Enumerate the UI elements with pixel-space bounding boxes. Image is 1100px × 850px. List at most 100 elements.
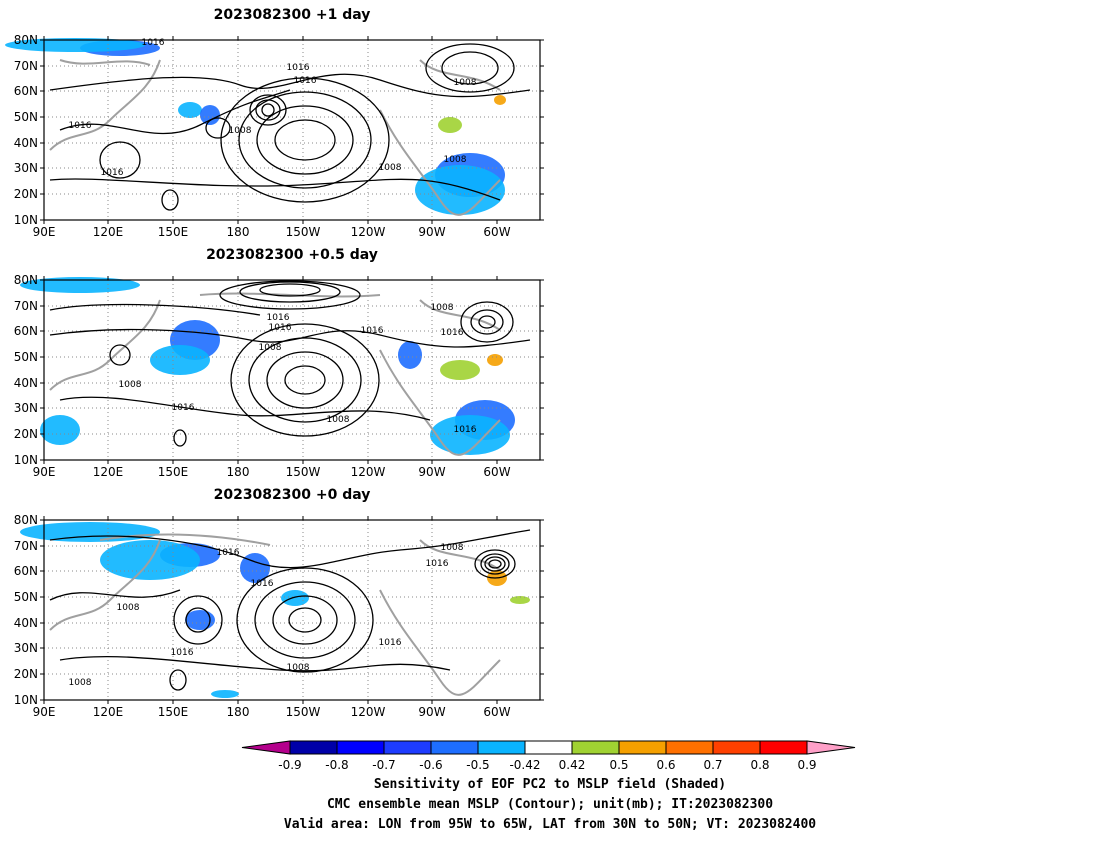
lon-tick-label: 120W	[351, 465, 386, 479]
contour-label: 1008	[229, 126, 252, 136]
lon-tick-label: 120E	[93, 465, 124, 479]
lon-tick-label: 60W	[483, 705, 510, 719]
panel-3-title: 2023082300 +0 day	[213, 487, 371, 503]
mslp-contour	[49, 589, 181, 601]
lat-tick-label: 70N	[14, 539, 38, 553]
lon-tick-label: 150W	[286, 465, 321, 479]
lat-tick-label: 10N	[14, 693, 38, 707]
contour-label: 1008	[69, 678, 92, 688]
mslp-contour	[266, 351, 344, 409]
sensitivity-shading	[494, 95, 506, 105]
colorbar-label: 0.42	[559, 758, 586, 772]
mslp-contour	[49, 73, 531, 98]
mslp-contour	[249, 94, 287, 126]
mslp-contour	[236, 567, 374, 673]
lon-tick-label: 150W	[286, 705, 321, 719]
contour-label: 1016	[294, 76, 317, 86]
colorbar-label: 0.5	[609, 758, 628, 772]
panel-2-title: 2023082300 +0.5 day	[206, 247, 378, 263]
contour-label: 1016	[69, 121, 92, 131]
lon-tick-label: 150E	[158, 225, 189, 239]
mslp-contour	[173, 429, 187, 447]
contour-label: 1008	[119, 380, 142, 390]
sensitivity-shading	[150, 345, 210, 375]
map-panel-1: 1016 1016 1016 1008 1016 1008 1008 1008 1016 80N 7…	[5, 33, 544, 239]
coastline	[379, 349, 501, 456]
mslp-contour	[59, 396, 431, 421]
lon-tick-label: 150E	[158, 705, 189, 719]
lon-tick-label: 90W	[418, 225, 445, 239]
mslp-contour	[109, 344, 131, 366]
lon-tick-label: 60W	[483, 225, 510, 239]
mslp-contour	[99, 141, 141, 179]
lat-tick-label: 80N	[14, 273, 38, 287]
lat-tick-label: 20N	[14, 187, 38, 201]
lat-tick-label: 10N	[14, 213, 38, 227]
sensitivity-shading	[398, 341, 422, 369]
map-panel-2: 1016101610081016100810161008101610081016…	[14, 273, 544, 479]
lat-tick-label: 30N	[14, 401, 38, 415]
lat-tick-label: 70N	[14, 299, 38, 313]
mslp-contour	[220, 77, 390, 203]
colorbar-label: -0.5	[466, 758, 489, 772]
contour-label: 1016	[101, 168, 124, 178]
colorbar-label: 0.9	[797, 758, 816, 772]
mslp-contour	[272, 595, 338, 645]
lat-tick-label: 80N	[14, 513, 38, 527]
caption-line-1: Sensitivity of EOF PC2 to MSLP field (Sh…	[373, 777, 727, 792]
lon-tick-label: 120E	[93, 225, 124, 239]
sensitivity-shading	[430, 415, 510, 455]
contour-label: 1016	[142, 38, 165, 48]
sensitivity-shading	[40, 415, 80, 445]
contour-label: 1008	[441, 543, 464, 553]
lon-tick-label: 120W	[351, 225, 386, 239]
sensitivity-shading	[20, 277, 140, 293]
colorbar-label: -0.42	[509, 758, 540, 772]
contour-label: 1008	[444, 155, 467, 165]
sensitivity-shading	[178, 102, 202, 118]
lat-tick-label: 40N	[14, 136, 38, 150]
lon-tick-label: 90E	[33, 465, 56, 479]
lat-tick-label: 30N	[14, 161, 38, 175]
mslp-contour	[480, 553, 510, 575]
contour-label: 1016	[441, 328, 464, 338]
colorbar-swatch	[524, 740, 573, 755]
colorbar-high-arrow	[806, 740, 856, 755]
mslp-contour	[49, 529, 531, 569]
colorbar-swatch	[477, 740, 526, 755]
contour-label: 1008	[259, 343, 282, 353]
contour-label: 1016	[172, 403, 195, 413]
mslp-contour	[49, 303, 261, 316]
mslp-contour	[254, 581, 356, 659]
lon-tick-label: 90E	[33, 705, 56, 719]
mslp-contour	[219, 280, 361, 310]
colorbar-label: 0.8	[750, 758, 769, 772]
mslp-contour	[474, 549, 516, 579]
mslp-contour	[49, 178, 501, 201]
coastline	[199, 292, 381, 298]
coastline	[99, 533, 271, 546]
mslp-contour	[59, 656, 451, 672]
colorbar-swatch	[383, 740, 432, 755]
contour-label: 1016	[454, 425, 477, 435]
lat-tick-label: 30N	[14, 641, 38, 655]
lat-tick-label: 70N	[14, 59, 38, 73]
caption-line-3: Valid area: LON from 95W to 65W, LAT fro…	[283, 817, 817, 832]
coastline	[49, 59, 161, 151]
lat-tick-label: 10N	[14, 453, 38, 467]
mslp-contour	[478, 315, 496, 329]
mslp-contour	[259, 283, 321, 297]
coastline	[419, 299, 501, 331]
sensitivity-shading	[211, 690, 239, 698]
sensitivity-shading	[281, 590, 309, 606]
mslp-contour	[169, 669, 187, 691]
contour-label: 1016	[267, 313, 290, 323]
colorbar-swatch	[430, 740, 479, 755]
lon-tick-label: 180	[227, 705, 250, 719]
colorbar-swatch	[759, 740, 808, 755]
colorbar-swatch	[289, 740, 338, 755]
mslp-contour	[255, 99, 281, 121]
contour-label: 1008	[431, 303, 454, 313]
sensitivity-shading	[510, 596, 530, 604]
colorbar-label: 0.7	[703, 758, 722, 772]
